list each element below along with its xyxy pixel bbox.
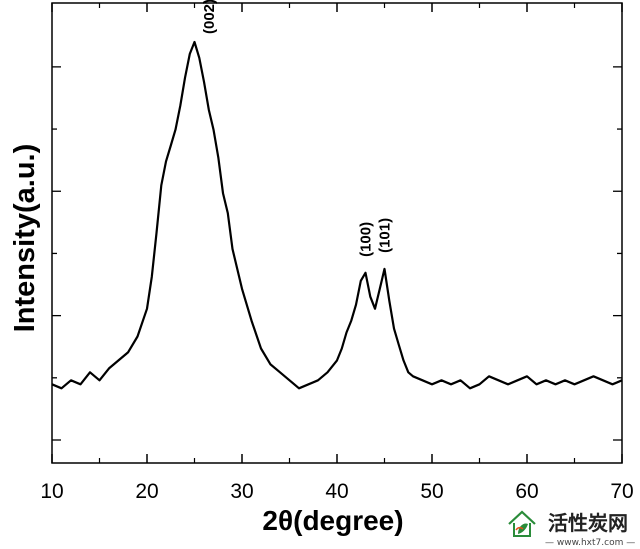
peak-label: (101)	[377, 218, 394, 253]
watermark: 活性炭网 — www.hxt7.com —	[508, 510, 635, 548]
x-tick-label-10: 10	[40, 480, 63, 503]
x-axis-title: 2θ(degree)	[262, 505, 403, 536]
peak-label: (002)	[201, 0, 218, 34]
x-tick-label-70: 70	[610, 480, 633, 503]
x-tick-label-50: 50	[420, 480, 443, 503]
x-tick-label-30: 30	[230, 480, 253, 503]
x-tick-label-40: 40	[325, 480, 348, 503]
watermark-url: — www.hxt7.com —	[545, 538, 635, 548]
x-axis-tick-labels: 10 20 30 40 50 60 70	[40, 480, 633, 503]
x-tick-label-60: 60	[515, 480, 538, 503]
plot-frame	[51, 2, 623, 464]
peak-annotations: (002) (100) (101)	[201, 0, 394, 257]
leaf-house-icon	[508, 510, 536, 537]
series-line	[51, 40, 623, 390]
peak-label: (100)	[358, 222, 375, 257]
y-axis-title: Intensity(a.u.)	[9, 144, 41, 333]
watermark-brand: 活性炭网	[548, 511, 628, 535]
x-tick-label-20: 20	[135, 480, 158, 503]
x-axis-ticks	[51, 3, 623, 463]
y-axis-ticks	[52, 66, 622, 441]
